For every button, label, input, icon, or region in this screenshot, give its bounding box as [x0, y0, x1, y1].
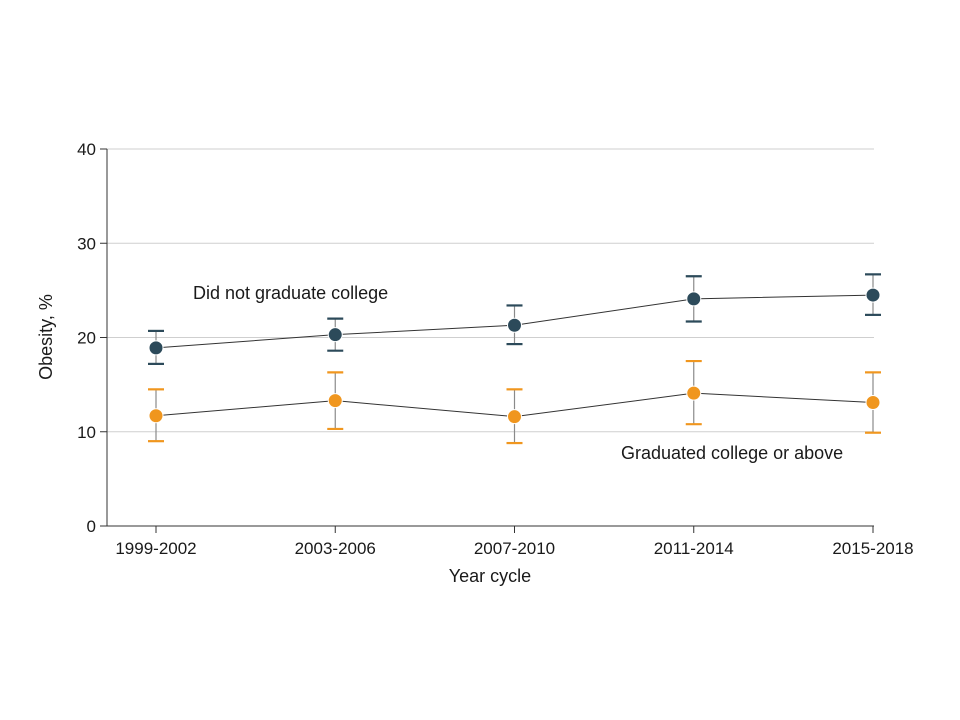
- data-point-1-0: [148, 408, 164, 424]
- series-1: [148, 359, 881, 445]
- x-tick-label-0: 1999-2002: [115, 539, 196, 558]
- y-tick-label-10: 10: [77, 423, 96, 442]
- data-point-1-2: [507, 409, 522, 425]
- x-tick-label-4: 2015-2018: [832, 539, 913, 558]
- x-tick-label-3: 2011-2014: [654, 539, 734, 558]
- y-tick-label-20: 20: [77, 329, 96, 348]
- x-axis-title: Year cycle: [449, 566, 531, 586]
- gridlines: [107, 148, 874, 433]
- data-point-0-3: [686, 291, 702, 307]
- data-point-1-3: [686, 385, 702, 401]
- series-0: [148, 273, 881, 365]
- data-point-0-4: [865, 287, 881, 303]
- y-axis-title: Obesity, %: [36, 294, 56, 380]
- series-label-did-not-graduate: Did not graduate college: [193, 283, 388, 303]
- x-tick-label-2: 2007-2010: [474, 539, 555, 558]
- series: [148, 273, 881, 445]
- data-point-0-1: [327, 327, 343, 343]
- series-labels: Did not graduate college Graduated colle…: [193, 283, 843, 463]
- data-point-0-0: [148, 340, 164, 356]
- data-point-1-1: [327, 393, 343, 409]
- series-label-graduated: Graduated college or above: [621, 443, 843, 463]
- y-tick-label-40: 40: [77, 140, 96, 159]
- x-tick-label-1: 2003-2006: [295, 539, 376, 558]
- data-point-1-4: [865, 395, 881, 411]
- axes: Year cycle Obesity, % 0 10 20 30 40 1999-2002…: [36, 140, 914, 586]
- y-tick-label-30: 30: [77, 234, 96, 253]
- data-point-0-2: [507, 317, 522, 333]
- y-tick-label-0: 0: [87, 517, 96, 536]
